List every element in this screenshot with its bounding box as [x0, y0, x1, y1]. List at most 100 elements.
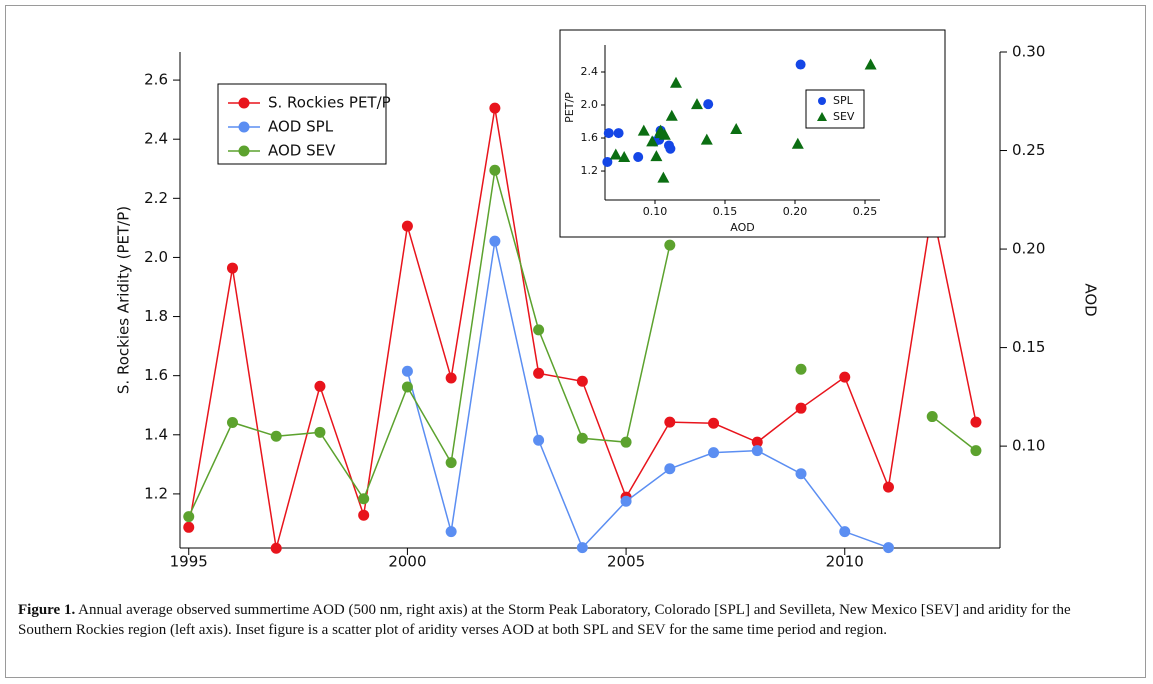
series-line — [188, 170, 977, 517]
data-point — [314, 426, 326, 438]
y2-tick-label: 0.25 — [1012, 141, 1045, 159]
data-point — [669, 76, 682, 88]
data-point — [183, 521, 195, 533]
caption: Figure 1. Annual average observed summer… — [18, 600, 1128, 640]
legend-label: SPL — [833, 94, 854, 107]
data-point — [650, 150, 663, 162]
y-tick-label: 2.0 — [144, 248, 168, 266]
y-tick-label: 2.2 — [144, 189, 168, 207]
data-point — [708, 447, 720, 459]
data-point — [489, 102, 501, 114]
data-point — [926, 411, 938, 423]
data-point — [970, 416, 982, 428]
legend-marker — [818, 97, 826, 105]
data-point — [489, 235, 501, 247]
data-point — [664, 239, 676, 251]
data-point — [730, 122, 743, 134]
x-tick-label: 0.20 — [783, 205, 808, 218]
data-point — [839, 526, 851, 538]
data-point — [270, 430, 282, 442]
data-point — [708, 417, 720, 429]
data-point — [791, 137, 804, 149]
data-point — [358, 493, 370, 505]
data-point — [489, 164, 501, 176]
legend-label: AOD SEV — [268, 142, 336, 160]
data-point — [664, 416, 676, 428]
data-point — [314, 380, 326, 392]
data-point — [665, 109, 678, 121]
data-point — [226, 416, 238, 428]
y2-tick-label: 0.30 — [1012, 43, 1045, 61]
y2-axis-label: AOD — [1082, 283, 1100, 316]
data-point — [533, 434, 545, 446]
legend-label: S. Rockies PET/P — [268, 94, 391, 112]
data-point — [646, 135, 659, 147]
data-point — [620, 436, 632, 448]
data-point — [751, 445, 763, 457]
y2-tick-label: 0.10 — [1012, 437, 1045, 455]
y-tick-label: 1.2 — [581, 164, 599, 177]
x-tick-label: 0.25 — [853, 205, 878, 218]
data-point — [445, 372, 457, 384]
y-tick-label: 1.6 — [581, 131, 599, 144]
data-point — [795, 363, 807, 375]
data-point — [401, 365, 413, 377]
y-tick-label: 2.4 — [144, 130, 168, 148]
y-tick-label: 2.0 — [581, 98, 599, 111]
chart: 1995 2000 2005 2010 1.2 1.4 1.6 1.8 2.0 2.2 2.4 2.6… — [115, 29, 1100, 571]
data-point — [882, 542, 894, 554]
data-point — [795, 59, 806, 70]
x-tick-label: 1995 — [170, 553, 208, 571]
data-point — [533, 367, 545, 379]
legend-marker — [238, 97, 250, 109]
data-point — [864, 58, 877, 70]
data-point — [620, 495, 632, 507]
data-point — [358, 509, 370, 521]
data-point — [533, 324, 545, 336]
data-point — [700, 133, 713, 145]
data-point — [657, 171, 670, 183]
data-point — [401, 381, 413, 393]
data-point — [445, 457, 457, 469]
y2-tick-label: 0.15 — [1012, 338, 1045, 356]
data-point — [882, 481, 894, 493]
data-point — [576, 542, 588, 554]
data-point — [654, 127, 667, 139]
data-point — [664, 463, 676, 475]
data-point — [270, 542, 282, 554]
data-point — [795, 468, 807, 480]
data-point — [445, 526, 457, 538]
x-tick-label: 2000 — [388, 553, 426, 571]
y-tick-label: 1.8 — [144, 307, 168, 325]
data-point — [609, 148, 622, 160]
inset-box — [559, 29, 946, 238]
y-tick-label: 1.2 — [144, 484, 168, 502]
y-tick-label: 2.4 — [581, 65, 599, 78]
data-point — [665, 143, 676, 154]
data-point — [795, 402, 807, 414]
data-point — [183, 511, 195, 523]
legend-marker — [238, 145, 250, 157]
data-point — [690, 98, 703, 110]
data-point — [637, 124, 650, 136]
data-point — [970, 445, 982, 457]
data-point — [703, 99, 714, 110]
inset-chart: 0.10 0.15 0.20 0.25 1.2 1.6 2.0 2.4 AOD PET/P SPL S… — [559, 29, 946, 238]
x-tick-label: 2010 — [826, 553, 864, 571]
data-point — [618, 150, 631, 162]
figure-frame — [5, 5, 1146, 678]
data-point — [839, 371, 851, 383]
legend-marker — [238, 121, 250, 133]
data-point — [576, 432, 588, 444]
x-tick-label: 0.10 — [643, 205, 668, 218]
y-tick-label: 1.6 — [144, 366, 168, 384]
legend-box — [805, 89, 865, 129]
caption-text: Annual average observed summertime AOD (… — [18, 602, 1071, 638]
data-point — [603, 128, 614, 139]
x-tick-label: 2005 — [607, 553, 645, 571]
data-point — [401, 220, 413, 232]
y-axis-label: S. Rockies Aridity (PET/P) — [115, 206, 133, 394]
legend-label: SEV — [833, 110, 855, 123]
data-point — [576, 375, 588, 387]
data-point — [751, 436, 763, 448]
